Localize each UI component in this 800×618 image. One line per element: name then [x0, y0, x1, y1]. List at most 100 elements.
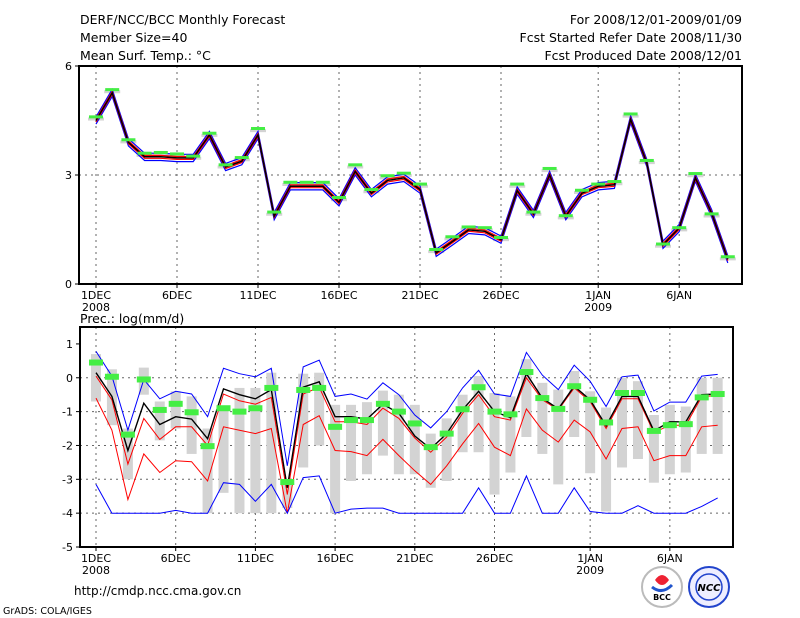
ncc-logo: NCC	[688, 566, 730, 608]
temp-obs-mark	[607, 180, 622, 184]
temp-obs-mark	[153, 150, 168, 154]
temp-obs-mark	[251, 126, 265, 130]
temp-obs-mark	[526, 210, 541, 214]
temp-obs-mark	[575, 188, 589, 192]
prec-plot-frame	[79, 326, 734, 548]
prec-xtick-label: 11DEC	[237, 552, 274, 565]
prec-spread-bar	[505, 396, 516, 473]
prec-obs-mark	[455, 406, 470, 413]
temp-obs-mark	[558, 214, 573, 218]
prec-spread-bar	[409, 404, 420, 475]
prec-obs-mark	[551, 405, 566, 412]
temp-obs-mark	[396, 171, 411, 175]
temp-obs-mark	[623, 112, 638, 116]
temp-obs-mark	[688, 172, 703, 176]
prec-spread-bar	[154, 401, 165, 441]
prec-obs-mark	[359, 417, 374, 424]
prec-spread-bar	[91, 354, 101, 402]
prec-obs-mark	[630, 390, 645, 396]
temp-ytick-label: 3	[65, 169, 72, 182]
ncc-logo-text: NCC	[697, 583, 721, 594]
prec-obs-mark	[344, 417, 359, 424]
footer-url[interactable]: http://cmdp.ncc.cma.gov.cn	[74, 584, 241, 598]
temp-plot-frame	[78, 65, 743, 285]
temp-obs-mark	[283, 180, 298, 184]
prec-obs-mark	[296, 386, 311, 393]
temp-obs-mark	[332, 196, 346, 200]
prec-spread-bar	[553, 389, 564, 485]
temp-obs-mark	[494, 235, 508, 239]
prec-spread-bar	[266, 372, 277, 514]
temp-xtick-label: 1JAN	[585, 289, 611, 302]
prec-obs-mark	[120, 431, 135, 438]
temp-series-mean	[95, 91, 729, 260]
prec-obs-mark	[439, 430, 454, 437]
temp-ytick-label: 0	[65, 278, 72, 291]
prec-spread-bar	[170, 391, 181, 429]
prec-spread-bar	[712, 377, 723, 454]
temp-obs-mark	[267, 210, 282, 214]
temp-obs-mark	[510, 182, 525, 186]
temp-xtick-label: 6DEC	[162, 289, 192, 302]
forecast-start-date: Fcst Started Refer Date 2008/11/30	[520, 30, 743, 45]
prec-obs-mark	[375, 400, 390, 407]
grads-credit: GrADS: COLA/IGES	[3, 606, 92, 617]
prec-spread-bar	[346, 404, 357, 481]
temp-obs-mark	[170, 152, 184, 156]
temp-obs-mark	[380, 174, 395, 178]
temp-xtick-label: 1DEC	[81, 289, 111, 302]
prec-series-max	[95, 351, 718, 466]
prec-spread-bar	[202, 428, 213, 514]
temp-obs-mark	[364, 188, 379, 192]
prec-spread-bar	[521, 359, 532, 437]
prec-obs-mark	[328, 423, 343, 430]
prec-spread-bar	[218, 408, 229, 493]
prec-spread-bar	[393, 394, 404, 475]
temp-obs-mark	[477, 226, 492, 230]
prec-ytick-label: -1	[62, 406, 73, 419]
temp-ytick-label: 6	[65, 60, 72, 73]
prec-spread-bar	[298, 373, 309, 468]
temp-obs-mark	[672, 226, 687, 230]
temp-obs-mark	[121, 138, 136, 142]
prec-spread-bar	[234, 387, 245, 514]
prec-xtick-label: 21DEC	[396, 552, 433, 565]
prec-obs-mark	[615, 390, 630, 396]
temp-obs-mark	[299, 180, 314, 184]
prec-xtick-label: 16DEC	[317, 552, 354, 565]
temp-obs-mark	[639, 158, 654, 162]
prec-spread-bar	[632, 381, 643, 459]
prec-spread-bar	[441, 418, 452, 481]
prec-spread-bar	[122, 428, 133, 480]
prec-obs-mark	[567, 383, 582, 390]
prec-spread-bar	[696, 377, 707, 454]
prec-xtick-year: 2009	[576, 564, 604, 577]
prec-obs-mark	[136, 376, 151, 383]
prec-obs-mark	[694, 394, 709, 401]
prec-spread-bar	[314, 372, 325, 446]
temp-xtick-label: 21DEC	[401, 289, 438, 302]
prec-spread-bar	[186, 396, 197, 454]
prec-obs-mark	[391, 408, 406, 415]
prec-spread-bar	[537, 382, 548, 454]
prec-ytick-label: -4	[62, 507, 73, 520]
temp-xtick-label: 16DEC	[320, 289, 357, 302]
prec-obs-mark	[646, 427, 661, 434]
figure-title: DERF/NCC/BCC Monthly Forecast	[80, 12, 285, 27]
temp-obs-mark	[218, 163, 233, 167]
prec-obs-mark	[423, 444, 438, 451]
prec-spread-bar	[680, 406, 691, 473]
prec-series-lower	[95, 397, 718, 514]
temp-obs-mark	[542, 166, 557, 170]
prec-series-upper	[95, 375, 718, 495]
member-size: Member Size=40	[80, 30, 187, 45]
prec-obs-mark	[662, 422, 677, 429]
temp-obs-mark	[234, 156, 249, 160]
prec-obs-mark	[312, 384, 327, 391]
prec-obs-mark	[168, 400, 183, 407]
temp-obs-mark	[413, 182, 427, 186]
prec-obs-mark	[200, 443, 215, 450]
temp-obs-mark	[445, 235, 460, 239]
